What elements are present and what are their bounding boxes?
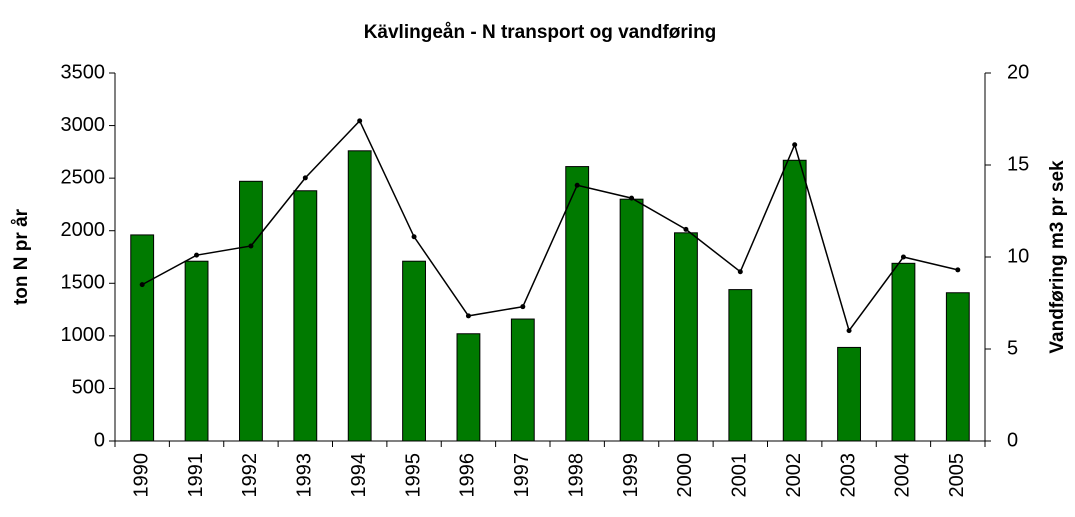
y2-tick-label: 10 <box>1007 245 1029 267</box>
x-tick-label: 1992 <box>239 453 261 498</box>
x-tick-label: 1995 <box>402 453 424 498</box>
x-tick-label: 2004 <box>892 453 914 498</box>
bar <box>293 190 318 442</box>
point <box>357 118 363 124</box>
bar <box>782 159 807 442</box>
bar <box>347 150 372 442</box>
y2-axis-label: Vandføring m3 pr sek <box>1047 160 1068 354</box>
bar <box>945 292 970 442</box>
y-tick-label: 2500 <box>61 166 106 188</box>
bar <box>674 232 698 442</box>
point <box>302 175 308 181</box>
y2-tick-label: 5 <box>1007 337 1018 359</box>
x-tick-label: 2001 <box>729 453 751 498</box>
bar <box>239 180 263 442</box>
point <box>139 282 145 288</box>
bar <box>402 260 426 442</box>
x-tick-label: 2005 <box>946 453 968 498</box>
point <box>846 328 852 334</box>
x-tick-label: 2003 <box>837 453 859 498</box>
x-tick-label: 1998 <box>565 453 587 498</box>
point <box>792 142 798 148</box>
x-tick-label: 1997 <box>511 453 533 498</box>
point <box>465 313 471 319</box>
point <box>574 182 580 188</box>
point <box>737 269 743 275</box>
x-tick-label: 2000 <box>674 453 696 498</box>
y-tick-label: 500 <box>72 377 105 399</box>
bar <box>456 333 481 442</box>
x-tick-label: 1999 <box>620 453 642 498</box>
chart-title: Kävlingeån - N transport og vandføring <box>364 22 717 43</box>
bar <box>130 234 155 442</box>
x-tick-label: 2002 <box>783 453 805 498</box>
point <box>900 254 906 260</box>
bar <box>510 318 535 442</box>
bar <box>565 166 590 442</box>
point <box>520 304 526 310</box>
x-tick-label: 1994 <box>348 453 370 498</box>
bar <box>837 346 861 442</box>
y-tick-label: 3000 <box>61 114 106 136</box>
bar <box>184 260 209 442</box>
y2-tick-label: 0 <box>1007 429 1018 451</box>
y-tick-label: 1500 <box>61 272 106 294</box>
x-tick-label: 1993 <box>294 453 316 498</box>
y-tick-label: 0 <box>94 429 105 451</box>
y-axis-label: ton N pr år <box>11 208 32 305</box>
point <box>955 267 961 273</box>
x-tick-label: 1991 <box>185 453 207 498</box>
point <box>411 234 417 240</box>
x-tick-label: 1990 <box>130 453 152 498</box>
y2-tick-label: 15 <box>1007 153 1029 175</box>
line <box>141 119 958 333</box>
bar <box>728 289 753 442</box>
bar <box>619 198 644 442</box>
point <box>194 252 200 258</box>
point <box>683 226 689 232</box>
bar <box>891 262 916 442</box>
y2-tick-label: 20 <box>1007 61 1029 83</box>
point <box>248 243 254 249</box>
y-tick-label: 2000 <box>61 219 106 241</box>
point <box>629 195 635 201</box>
y-tick-label: 3500 <box>61 61 106 83</box>
x-tick-label: 1996 <box>457 453 479 498</box>
y-tick-label: 1000 <box>61 324 106 346</box>
